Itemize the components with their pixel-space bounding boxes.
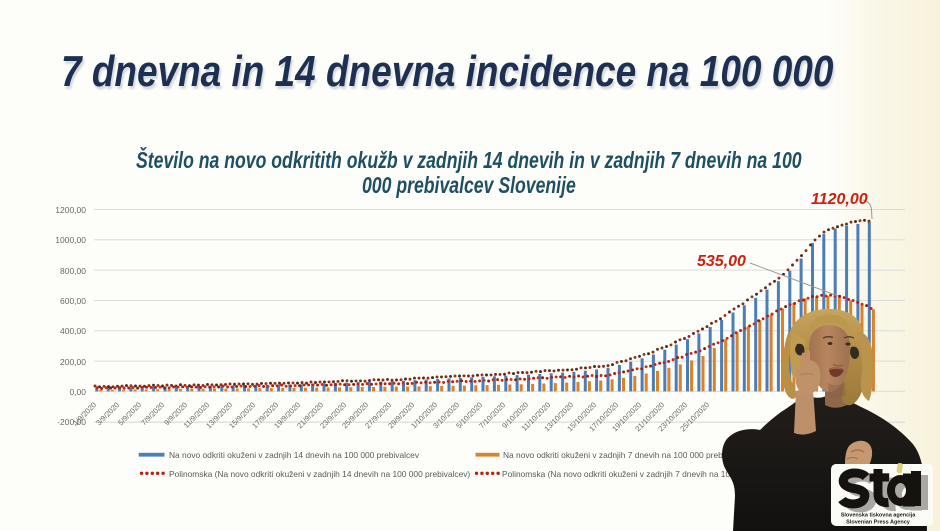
svg-text:Slovenian Press Agency: Slovenian Press Agency (846, 520, 911, 526)
svg-text:Slovenska tiskovna agencija: Slovenska tiskovna agencija (841, 513, 917, 519)
